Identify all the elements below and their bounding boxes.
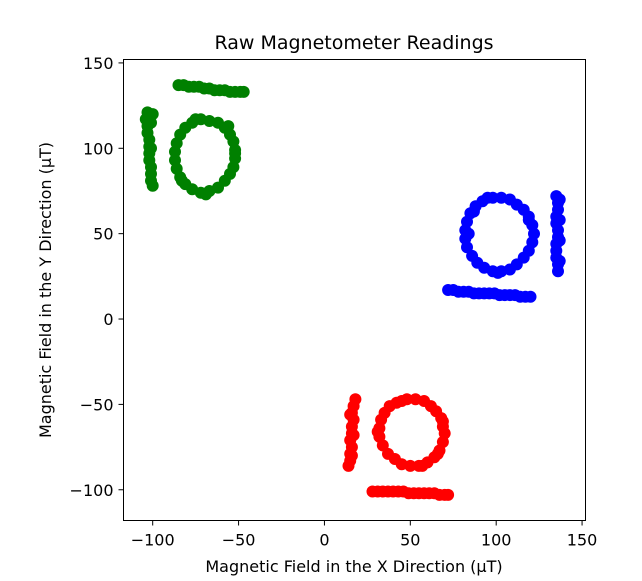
y-axis-label: Magnetic Field in the Y Direction (µT) [36, 142, 55, 438]
scatter-point [146, 179, 159, 192]
x-tick-label: 100 [481, 531, 512, 550]
y-axis-ticks: −100 −50 0 50 100 150 [70, 54, 124, 500]
y-tick-label: 0 [103, 310, 113, 329]
scatter-point [175, 174, 188, 187]
scatter-point [189, 113, 202, 126]
scatter-point [229, 147, 242, 160]
scatter-point [416, 459, 429, 472]
scatter-point [552, 265, 564, 278]
data-points [139, 79, 566, 501]
scatter-point [345, 449, 358, 462]
y-tick-label: 100 [83, 139, 114, 158]
y-tick-label: −50 [80, 395, 114, 414]
scatter-point [431, 447, 444, 460]
x-tick-label: 150 [567, 531, 598, 550]
scatter-point [522, 214, 535, 226]
y-tick-label: 150 [83, 54, 114, 73]
scatter-point [169, 154, 181, 167]
x-tick-label: 0 [319, 531, 329, 550]
scatter-point [342, 459, 355, 472]
scatter-point [145, 142, 157, 155]
scatter-point [436, 415, 449, 428]
scatter-point [442, 488, 455, 501]
x-tick-label: −100 [131, 531, 175, 550]
scatter-point [145, 116, 157, 129]
scatter-point [237, 85, 250, 98]
scatter-point [553, 234, 566, 247]
plot-frame [123, 59, 586, 521]
scatter-point [199, 188, 212, 201]
scatter-point [347, 429, 360, 442]
scatter-point [462, 227, 475, 240]
scatter-point [553, 193, 566, 206]
scatter-point [222, 120, 235, 133]
scatter-point [524, 290, 537, 303]
scatter-point [344, 408, 357, 421]
y-tick-label: −100 [70, 481, 114, 500]
scatter-point [553, 255, 566, 267]
chart-title: Raw Magnetometer Readings [214, 32, 493, 54]
scatter-point [467, 205, 480, 218]
x-tick-label: 50 [400, 531, 420, 550]
scatter-point [481, 191, 494, 204]
x-axis-label: Magnetic Field in the X Direction (µT) [205, 557, 502, 576]
scatter-point [371, 425, 384, 438]
x-axis-ticks: −100 −50 0 50 100 150 [131, 520, 598, 550]
scatter-point [553, 214, 566, 226]
y-tick-label: 50 [93, 225, 113, 244]
scatter-point [395, 395, 408, 407]
scatter-point [491, 266, 504, 279]
x-tick-label: −50 [222, 531, 256, 550]
